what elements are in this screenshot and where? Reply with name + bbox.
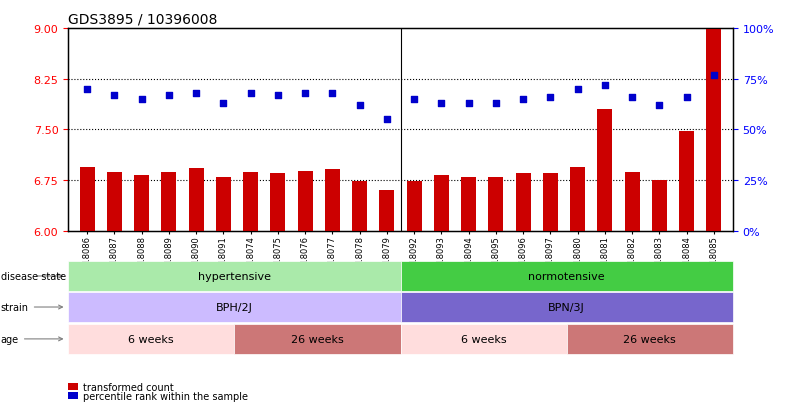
- Bar: [407, 182, 421, 231]
- Point: [517, 96, 529, 103]
- Point: [571, 86, 584, 93]
- Text: strain: strain: [1, 302, 62, 312]
- Bar: [543, 174, 557, 231]
- Text: BPH/2J: BPH/2J: [215, 302, 253, 312]
- Point: [707, 72, 720, 79]
- Text: transformed count: transformed count: [83, 382, 173, 392]
- Text: percentile rank within the sample: percentile rank within the sample: [83, 391, 248, 401]
- Bar: [68, 261, 400, 291]
- Point: [489, 100, 502, 107]
- Text: normotensive: normotensive: [529, 271, 605, 281]
- Bar: [567, 324, 733, 354]
- Bar: [107, 173, 122, 231]
- Bar: [516, 174, 530, 231]
- Bar: [461, 177, 476, 231]
- Text: 6 weeks: 6 weeks: [128, 334, 174, 344]
- Bar: [134, 176, 149, 231]
- Point: [544, 95, 557, 101]
- Point: [299, 90, 312, 97]
- Bar: [380, 191, 394, 231]
- Bar: [625, 173, 639, 231]
- Point: [272, 93, 284, 99]
- Point: [598, 82, 611, 89]
- Text: 26 weeks: 26 weeks: [623, 334, 676, 344]
- Text: BPN/3J: BPN/3J: [549, 302, 585, 312]
- Point: [326, 90, 339, 97]
- Text: disease state: disease state: [1, 271, 66, 281]
- Bar: [189, 169, 203, 231]
- Text: 26 weeks: 26 weeks: [291, 334, 344, 344]
- Bar: [244, 173, 258, 231]
- Point: [462, 100, 475, 107]
- Bar: [400, 292, 733, 322]
- Bar: [79, 167, 95, 231]
- Point: [81, 86, 94, 93]
- Bar: [570, 167, 585, 231]
- Bar: [679, 131, 694, 231]
- Bar: [235, 324, 400, 354]
- Point: [108, 93, 121, 99]
- Bar: [434, 175, 449, 231]
- Point: [380, 116, 393, 123]
- Text: GDS3895 / 10396008: GDS3895 / 10396008: [68, 12, 217, 26]
- Bar: [68, 324, 235, 354]
- Bar: [68, 392, 78, 399]
- Bar: [271, 174, 285, 231]
- Point: [190, 90, 203, 97]
- Point: [135, 96, 148, 103]
- Bar: [489, 177, 503, 231]
- Bar: [325, 169, 340, 231]
- Point: [408, 96, 421, 103]
- Point: [653, 102, 666, 109]
- Bar: [68, 383, 78, 390]
- Bar: [216, 177, 231, 231]
- Bar: [68, 292, 400, 322]
- Point: [217, 100, 230, 107]
- Point: [244, 90, 257, 97]
- Bar: [400, 324, 567, 354]
- Bar: [400, 261, 733, 291]
- Point: [163, 93, 175, 99]
- Bar: [706, 29, 722, 231]
- Bar: [298, 172, 312, 231]
- Bar: [162, 173, 176, 231]
- Text: hypertensive: hypertensive: [198, 271, 271, 281]
- Point: [435, 100, 448, 107]
- Point: [353, 102, 366, 109]
- Text: 6 weeks: 6 weeks: [461, 334, 506, 344]
- Bar: [352, 182, 367, 231]
- Bar: [598, 110, 612, 231]
- Point: [680, 95, 693, 101]
- Text: age: age: [1, 334, 62, 344]
- Point: [626, 95, 638, 101]
- Bar: [652, 180, 667, 231]
